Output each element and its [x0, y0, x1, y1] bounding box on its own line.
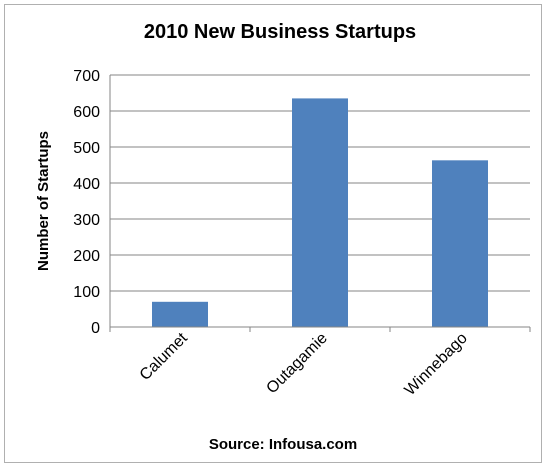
y-tick-label: 700: [73, 68, 100, 85]
bar-calumet: [152, 301, 208, 327]
y-tick-label: 300: [73, 212, 100, 229]
y-tick-label: 600: [73, 104, 100, 121]
y-tick-label: 200: [73, 248, 100, 265]
x-tick-labels: Calumet Outagamie Winnebago: [137, 329, 471, 399]
y-tick-label: 0: [91, 320, 100, 337]
x-tick-label: Outagamie: [263, 330, 330, 397]
y-tick-label: 500: [73, 140, 100, 157]
source-note: Source: Infousa.com: [209, 436, 357, 453]
x-tick-label: Winnebago: [402, 330, 471, 399]
chart-title: 2010 New Business Startups: [144, 21, 416, 43]
bar-winnebago: [432, 160, 488, 327]
y-axis-label: Number of Startups: [35, 131, 52, 271]
y-tick-label: 400: [73, 176, 100, 193]
bars: [152, 98, 488, 328]
x-tick-label: Calumet: [137, 329, 192, 384]
y-tick-label: 100: [73, 284, 100, 301]
y-tick-labels: 0 100 200 300 400 500 600 700: [73, 68, 100, 337]
bar-outagamie: [292, 98, 348, 328]
axes: [109, 75, 531, 332]
